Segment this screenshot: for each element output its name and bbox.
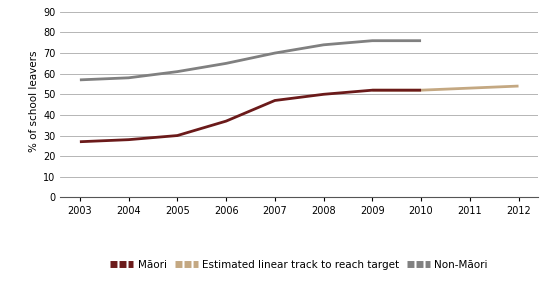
Y-axis label: % of school leavers: % of school leavers [29, 51, 39, 152]
Legend: Māori, Estimated linear track to reach target, Non-Māori: Māori, Estimated linear track to reach t… [110, 260, 488, 270]
